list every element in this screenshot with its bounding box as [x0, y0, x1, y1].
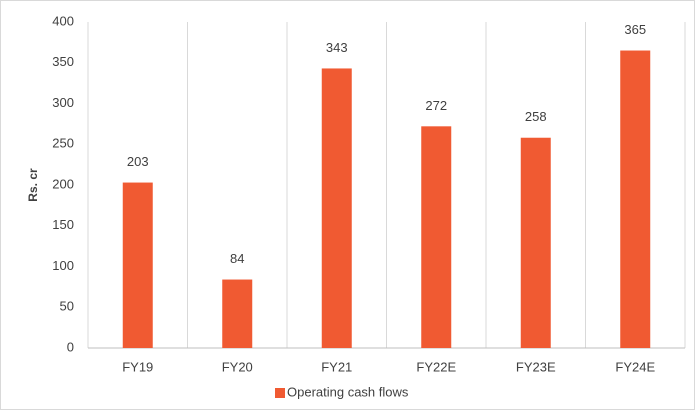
- bar: [620, 50, 651, 349]
- y-tick-label: 300: [52, 95, 74, 110]
- data-label: 203: [127, 154, 149, 169]
- bar: [520, 137, 551, 348]
- data-label: 84: [230, 251, 244, 266]
- x-tick-label: FY21: [321, 359, 352, 374]
- bar: [222, 279, 253, 348]
- y-tick-label: 100: [52, 258, 74, 273]
- x-tick-label: FY23E: [516, 359, 556, 374]
- y-tick-label: 250: [52, 136, 74, 151]
- x-tick-label: FY20: [222, 359, 253, 374]
- data-label: 343: [326, 40, 348, 55]
- y-tick-label: 150: [52, 217, 74, 232]
- legend-label: Operating cash flows: [287, 384, 409, 399]
- y-tick-label: 350: [52, 54, 74, 69]
- bar: [122, 182, 153, 348]
- x-tick-label: FY24E: [615, 359, 655, 374]
- x-tick-label: FY22E: [416, 359, 456, 374]
- data-label: 258: [525, 109, 547, 124]
- data-label: 365: [624, 22, 646, 37]
- x-tick-label: FY19: [122, 359, 153, 374]
- data-label: 272: [425, 98, 447, 113]
- y-axis-label: Rs. cr: [26, 168, 40, 202]
- bar: [421, 126, 452, 348]
- y-tick-label: 50: [60, 299, 74, 314]
- y-tick-label: 200: [52, 176, 74, 191]
- y-tick-label: 0: [67, 339, 74, 354]
- y-tick-label: 400: [52, 13, 74, 28]
- legend-swatch: [275, 388, 285, 398]
- bar: [321, 68, 352, 348]
